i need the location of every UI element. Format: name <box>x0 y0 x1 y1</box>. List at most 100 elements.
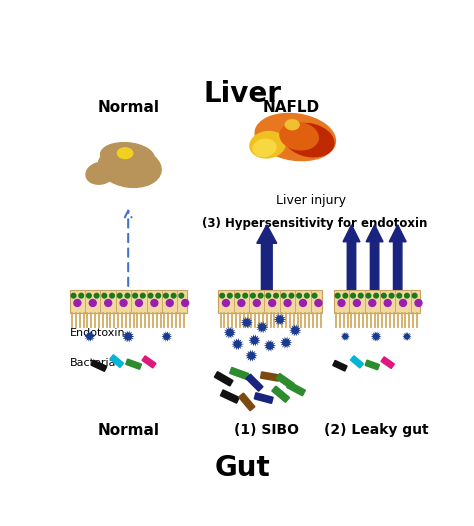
Ellipse shape <box>250 132 285 158</box>
FancyBboxPatch shape <box>141 355 156 369</box>
Text: Liver: Liver <box>204 80 282 108</box>
Circle shape <box>151 299 158 307</box>
Polygon shape <box>371 331 382 342</box>
Circle shape <box>315 299 322 307</box>
FancyBboxPatch shape <box>214 371 234 387</box>
Polygon shape <box>366 225 383 290</box>
Text: Liver injury: Liver injury <box>276 194 346 207</box>
FancyBboxPatch shape <box>125 358 142 370</box>
Text: NAFLD: NAFLD <box>263 100 320 115</box>
Circle shape <box>166 299 173 307</box>
Ellipse shape <box>285 120 299 130</box>
Polygon shape <box>256 321 268 333</box>
Circle shape <box>269 299 276 307</box>
FancyBboxPatch shape <box>246 373 264 392</box>
Circle shape <box>235 294 240 298</box>
Circle shape <box>304 294 309 298</box>
Text: Gut: Gut <box>215 454 271 482</box>
Circle shape <box>222 299 229 307</box>
Polygon shape <box>224 327 236 339</box>
Polygon shape <box>248 335 261 346</box>
Ellipse shape <box>98 147 161 187</box>
Ellipse shape <box>284 124 334 157</box>
Circle shape <box>243 294 247 298</box>
Circle shape <box>140 294 145 298</box>
Ellipse shape <box>118 148 133 159</box>
Text: (3) Hypersensitivity for endotoxin: (3) Hypersensitivity for endotoxin <box>202 217 427 230</box>
Circle shape <box>312 294 317 298</box>
Polygon shape <box>389 225 406 290</box>
Circle shape <box>258 294 263 298</box>
Polygon shape <box>245 350 257 362</box>
Circle shape <box>335 294 340 298</box>
Circle shape <box>358 294 363 298</box>
Circle shape <box>94 294 99 298</box>
Ellipse shape <box>280 123 318 150</box>
Polygon shape <box>289 325 301 336</box>
Text: Normal: Normal <box>97 100 159 115</box>
Text: (2) Leaky gut: (2) Leaky gut <box>324 423 428 438</box>
Circle shape <box>148 294 153 298</box>
Circle shape <box>182 299 189 307</box>
Bar <box>334 290 420 313</box>
Circle shape <box>109 294 114 298</box>
Polygon shape <box>122 330 134 342</box>
Circle shape <box>289 294 294 298</box>
Circle shape <box>273 294 278 298</box>
Circle shape <box>374 294 378 298</box>
Circle shape <box>397 294 401 298</box>
Circle shape <box>228 294 232 298</box>
Circle shape <box>238 299 245 307</box>
Ellipse shape <box>253 139 276 156</box>
Circle shape <box>384 299 391 307</box>
Polygon shape <box>161 331 172 342</box>
Circle shape <box>297 294 301 298</box>
Circle shape <box>284 299 291 307</box>
Circle shape <box>136 299 143 307</box>
Circle shape <box>354 299 360 307</box>
Circle shape <box>105 299 112 307</box>
Polygon shape <box>84 331 95 342</box>
Text: Bacteria: Bacteria <box>70 358 116 368</box>
Circle shape <box>179 294 183 298</box>
Circle shape <box>351 294 356 298</box>
Text: Endotoxin: Endotoxin <box>70 328 125 338</box>
Ellipse shape <box>86 162 115 184</box>
Circle shape <box>120 299 127 307</box>
FancyBboxPatch shape <box>381 356 395 369</box>
FancyBboxPatch shape <box>332 360 348 372</box>
Circle shape <box>366 294 371 298</box>
Circle shape <box>405 294 409 298</box>
Bar <box>70 290 188 313</box>
FancyBboxPatch shape <box>254 392 274 404</box>
Circle shape <box>118 294 122 298</box>
Circle shape <box>282 294 286 298</box>
Circle shape <box>300 299 307 307</box>
Polygon shape <box>280 337 292 349</box>
FancyBboxPatch shape <box>109 354 124 368</box>
Ellipse shape <box>100 143 155 170</box>
Circle shape <box>79 294 83 298</box>
Circle shape <box>266 294 271 298</box>
Circle shape <box>400 299 407 307</box>
Polygon shape <box>402 332 411 341</box>
Circle shape <box>74 299 81 307</box>
FancyBboxPatch shape <box>229 367 249 380</box>
Circle shape <box>125 294 130 298</box>
Text: (1) SIBO: (1) SIBO <box>234 423 299 438</box>
Circle shape <box>220 294 225 298</box>
Polygon shape <box>231 338 244 350</box>
FancyBboxPatch shape <box>91 359 108 372</box>
Circle shape <box>156 294 161 298</box>
FancyBboxPatch shape <box>260 371 280 382</box>
Circle shape <box>382 294 386 298</box>
Circle shape <box>415 299 422 307</box>
Polygon shape <box>264 340 276 352</box>
Circle shape <box>251 294 255 298</box>
Circle shape <box>102 294 107 298</box>
Polygon shape <box>241 317 253 329</box>
FancyBboxPatch shape <box>271 386 290 403</box>
Polygon shape <box>343 225 360 290</box>
Polygon shape <box>273 313 286 326</box>
FancyBboxPatch shape <box>238 392 255 411</box>
